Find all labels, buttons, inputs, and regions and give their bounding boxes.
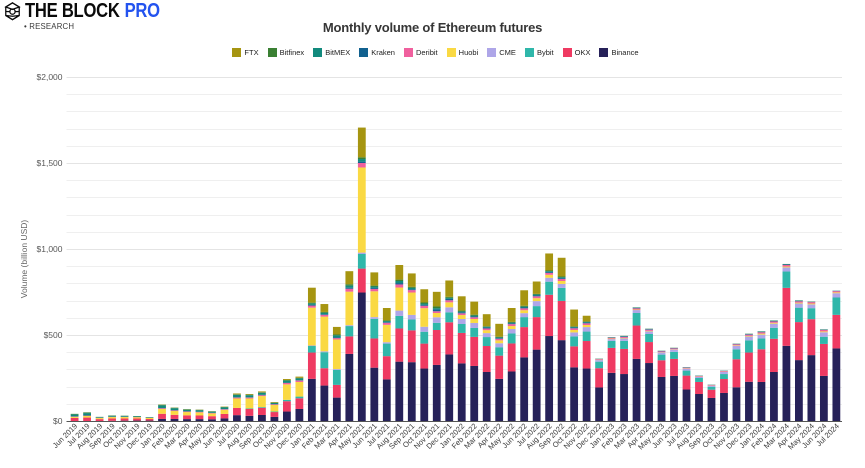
svg-text:$500: $500: [44, 330, 63, 340]
svg-text:Volume (billion USD): Volume (billion USD): [19, 220, 29, 299]
svg-text:$1,000: $1,000: [37, 244, 63, 254]
svg-text:$1,500: $1,500: [37, 158, 63, 168]
svg-text:$2,000: $2,000: [37, 72, 63, 82]
svg-text:$0: $0: [53, 416, 63, 426]
